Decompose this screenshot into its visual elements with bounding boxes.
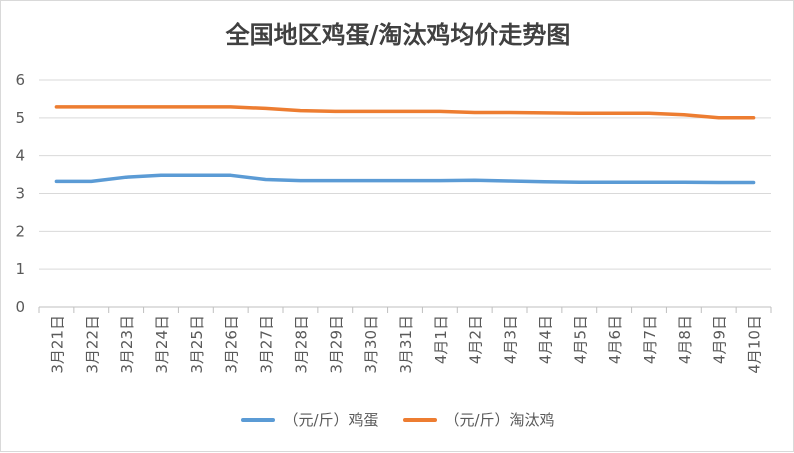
x-tick-label: 3月25日 <box>188 315 206 374</box>
x-tick-label: 4月6日 <box>606 315 624 364</box>
x-tick-label: 4月2日 <box>467 315 485 364</box>
x-tick-label: 3月29日 <box>327 315 345 374</box>
chart-legend: （元/斤）鸡蛋 （元/斤）淘汰鸡 <box>1 409 794 430</box>
y-tick-label: 3 <box>15 185 25 203</box>
x-tick-label: 4月3日 <box>502 315 520 364</box>
legend-item-culled-hens: （元/斤）淘汰鸡 <box>402 409 555 430</box>
legend-label-eggs: （元/斤）鸡蛋 <box>283 411 379 429</box>
x-tick-label: 4月8日 <box>676 315 694 364</box>
x-tick-label: 3月22日 <box>83 315 101 374</box>
y-tick-label: 6 <box>15 71 25 89</box>
y-tick-label: 0 <box>15 298 25 316</box>
y-tick-label: 1 <box>15 260 25 278</box>
y-tick-label: 5 <box>15 109 25 127</box>
x-tick-label: 3月23日 <box>118 315 136 374</box>
legend-swatch-eggs <box>241 417 276 422</box>
x-tick-label: 4月9日 <box>711 315 729 364</box>
x-tick-label: 4月5日 <box>571 315 589 364</box>
x-tick-label: 3月30日 <box>362 315 380 374</box>
x-tick-label: 3月24日 <box>153 315 171 374</box>
chart-title: 全国地区鸡蛋/淘汰鸡均价走势图 <box>225 20 571 49</box>
legend-swatch-culled-hens <box>402 417 437 422</box>
legend-item-eggs: （元/斤）鸡蛋 <box>241 409 379 430</box>
series-line-eggs <box>54 173 756 185</box>
x-tick-label: 4月7日 <box>641 315 659 364</box>
legend-label-culled-hens: （元/斤）淘汰鸡 <box>444 411 555 429</box>
y-tick-label: 2 <box>15 222 25 240</box>
x-tick-label: 4月1日 <box>432 315 450 364</box>
y-tick-label: 4 <box>15 147 25 165</box>
x-tick-label: 4月10日 <box>746 315 764 374</box>
x-tick-label: 3月31日 <box>397 315 415 374</box>
x-tick-label: 4月4日 <box>536 315 554 364</box>
x-tick-label: 3月21日 <box>48 315 66 374</box>
x-tick-label: 3月26日 <box>223 315 241 374</box>
series-line-culled-hens <box>54 105 756 120</box>
x-tick-label: 3月28日 <box>292 315 310 374</box>
x-tick-label: 3月27日 <box>258 315 276 374</box>
